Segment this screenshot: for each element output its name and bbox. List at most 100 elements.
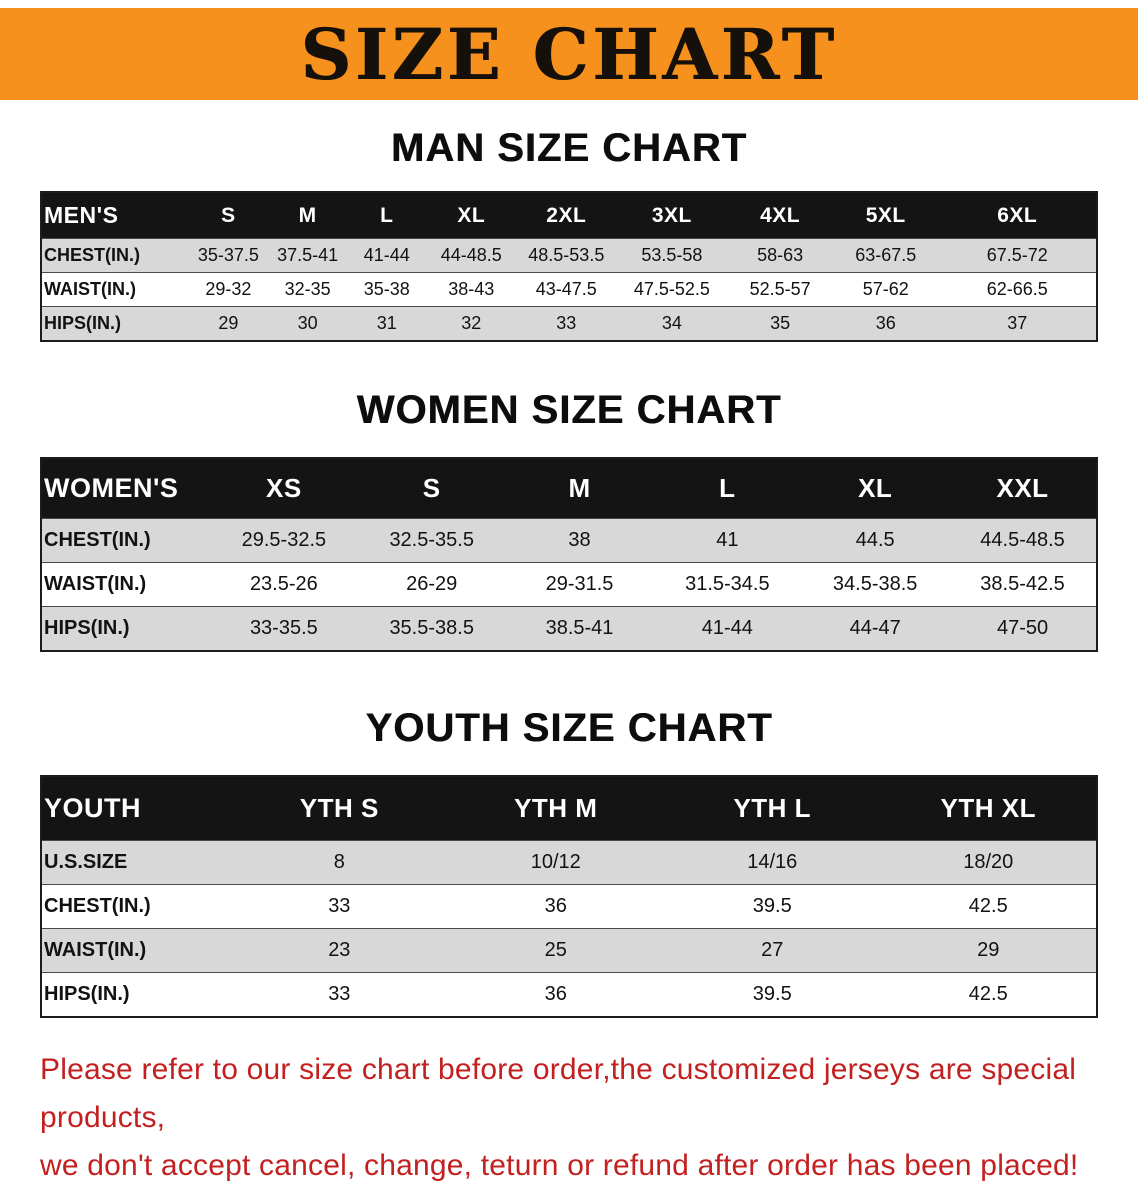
size-cell: 38-43 <box>426 272 517 307</box>
size-cell: 35-37.5 <box>188 238 269 273</box>
size-cell: 34.5-38.5 <box>801 562 950 607</box>
women-table-title: WOMEN'S <box>41 458 210 519</box>
column-header-yth-s: YTH S <box>231 776 448 841</box>
size-cell: 31.5-34.5 <box>653 562 802 607</box>
youth-ussize-row: U.S.SIZE 8 10/12 14/16 18/20 <box>41 840 1097 885</box>
size-cell: 47.5-52.5 <box>616 272 728 307</box>
size-cell: 36 <box>447 884 665 929</box>
size-cell: 35.5-38.5 <box>357 606 506 651</box>
youth-hips-row: HIPS(IN.) 33 36 39.5 42.5 <box>41 972 1097 1017</box>
youth-size-table: YOUTH YTH S YTH M YTH L YTH XL U.S.SIZE … <box>40 775 1098 1018</box>
column-header-3xl: 3XL <box>616 192 728 239</box>
size-cell: 58-63 <box>727 238 833 273</box>
size-cell: 37 <box>938 306 1097 341</box>
men-hips-row: HIPS(IN.) 29 30 31 32 33 34 35 36 37 <box>41 306 1097 341</box>
size-cell: 48.5-53.5 <box>516 238 617 273</box>
women-waist-row: WAIST(IN.) 23.5-26 26-29 29-31.5 31.5-34… <box>41 562 1097 607</box>
size-cell: 63-67.5 <box>832 238 939 273</box>
size-cell: 41 <box>653 518 802 563</box>
size-cell: 62-66.5 <box>938 272 1097 307</box>
size-cell: 42.5 <box>880 972 1097 1017</box>
size-cell: 36 <box>447 972 665 1017</box>
youth-waist-row: WAIST(IN.) 23 25 27 29 <box>41 928 1097 973</box>
column-header-l: L <box>653 458 802 519</box>
size-cell: 44.5 <box>801 518 950 563</box>
column-header-yth-m: YTH M <box>447 776 665 841</box>
size-cell: 32.5-35.5 <box>357 518 506 563</box>
size-cell: 37.5-41 <box>268 238 348 273</box>
row-label-chest: CHEST(IN.) <box>41 518 210 563</box>
row-label-hips: HIPS(IN.) <box>41 606 210 651</box>
women-chest-row: CHEST(IN.) 29.5-32.5 32.5-35.5 38 41 44.… <box>41 518 1097 563</box>
row-label-waist: WAIST(IN.) <box>41 272 189 307</box>
women-hips-row: HIPS(IN.) 33-35.5 35.5-38.5 38.5-41 41-4… <box>41 606 1097 651</box>
column-header-6xl: 6XL <box>938 192 1097 239</box>
disclaimer-line-2: we don't accept cancel, change, teturn o… <box>40 1149 1079 1182</box>
size-cell: 29-31.5 <box>505 562 654 607</box>
men-table-title: MEN'S <box>41 192 189 239</box>
size-cell: 44-48.5 <box>426 238 517 273</box>
size-cell: 36 <box>832 306 939 341</box>
size-cell: 34 <box>616 306 728 341</box>
youth-section-heading: YOUTH SIZE CHART <box>365 706 773 750</box>
men-chest-row: CHEST(IN.) 35-37.5 37.5-41 41-44 44-48.5… <box>41 238 1097 273</box>
size-cell: 14/16 <box>664 840 881 885</box>
row-label-us-size: U.S.SIZE <box>41 840 232 885</box>
women-section-heading: WOMEN SIZE CHART <box>356 388 782 432</box>
size-cell: 41-44 <box>653 606 802 651</box>
size-cell: 38.5-42.5 <box>949 562 1097 607</box>
column-header-l: L <box>347 192 427 239</box>
banner-title: SIZE CHART <box>300 12 838 96</box>
size-cell: 31 <box>347 306 427 341</box>
size-cell: 32 <box>426 306 517 341</box>
size-cell: 39.5 <box>664 972 881 1017</box>
men-size-table: MEN'S S M L XL 2XL 3XL 4XL 5XL 6XL CHEST… <box>40 191 1098 342</box>
size-cell: 23 <box>231 928 448 973</box>
size-cell: 23.5-26 <box>209 562 358 607</box>
size-cell: 27 <box>664 928 881 973</box>
size-cell: 57-62 <box>832 272 939 307</box>
size-cell: 33-35.5 <box>209 606 358 651</box>
size-chart-banner: SIZE CHART <box>0 8 1138 100</box>
column-header-yth-xl: YTH XL <box>880 776 1097 841</box>
disclaimer-line-1: Please refer to our size chart before or… <box>40 1053 1077 1134</box>
size-cell: 53.5-58 <box>616 238 728 273</box>
size-cell: 35 <box>727 306 833 341</box>
size-cell: 39.5 <box>664 884 881 929</box>
column-header-s: S <box>188 192 269 239</box>
size-cell: 47-50 <box>949 606 1097 651</box>
row-label-waist: WAIST(IN.) <box>41 562 210 607</box>
size-cell: 8 <box>231 840 448 885</box>
column-header-xl: XL <box>801 458 950 519</box>
women-table-header-row: WOMEN'S XS S M L XL XXL <box>41 458 1097 519</box>
column-header-yth-l: YTH L <box>664 776 881 841</box>
women-size-table: WOMEN'S XS S M L XL XXL CHEST(IN.) 29.5-… <box>40 457 1098 652</box>
size-cell: 26-29 <box>357 562 506 607</box>
size-cell: 67.5-72 <box>938 238 1097 273</box>
youth-table-header-row: YOUTH YTH S YTH M YTH L YTH XL <box>41 776 1097 841</box>
size-cell: 25 <box>447 928 665 973</box>
column-header-5xl: 5XL <box>832 192 939 239</box>
row-label-waist: WAIST(IN.) <box>41 928 232 973</box>
size-cell: 43-47.5 <box>516 272 617 307</box>
size-cell: 18/20 <box>880 840 1097 885</box>
size-cell: 29 <box>188 306 269 341</box>
men-table-header-row: MEN'S S M L XL 2XL 3XL 4XL 5XL 6XL <box>41 192 1097 239</box>
column-header-xl: XL <box>426 192 517 239</box>
row-label-chest: CHEST(IN.) <box>41 884 232 929</box>
size-cell: 29-32 <box>188 272 269 307</box>
size-cell: 35-38 <box>347 272 427 307</box>
size-cell: 33 <box>231 884 448 929</box>
column-header-2xl: 2XL <box>516 192 617 239</box>
youth-chest-row: CHEST(IN.) 33 36 39.5 42.5 <box>41 884 1097 929</box>
column-header-xs: XS <box>209 458 358 519</box>
size-cell: 30 <box>268 306 348 341</box>
size-cell: 44.5-48.5 <box>949 518 1097 563</box>
size-cell: 38 <box>505 518 654 563</box>
size-cell: 38.5-41 <box>505 606 654 651</box>
column-header-s: S <box>357 458 506 519</box>
size-cell: 10/12 <box>447 840 665 885</box>
youth-table-title: YOUTH <box>41 776 232 841</box>
disclaimer-note: Please refer to our size chart before or… <box>40 1046 1100 1190</box>
